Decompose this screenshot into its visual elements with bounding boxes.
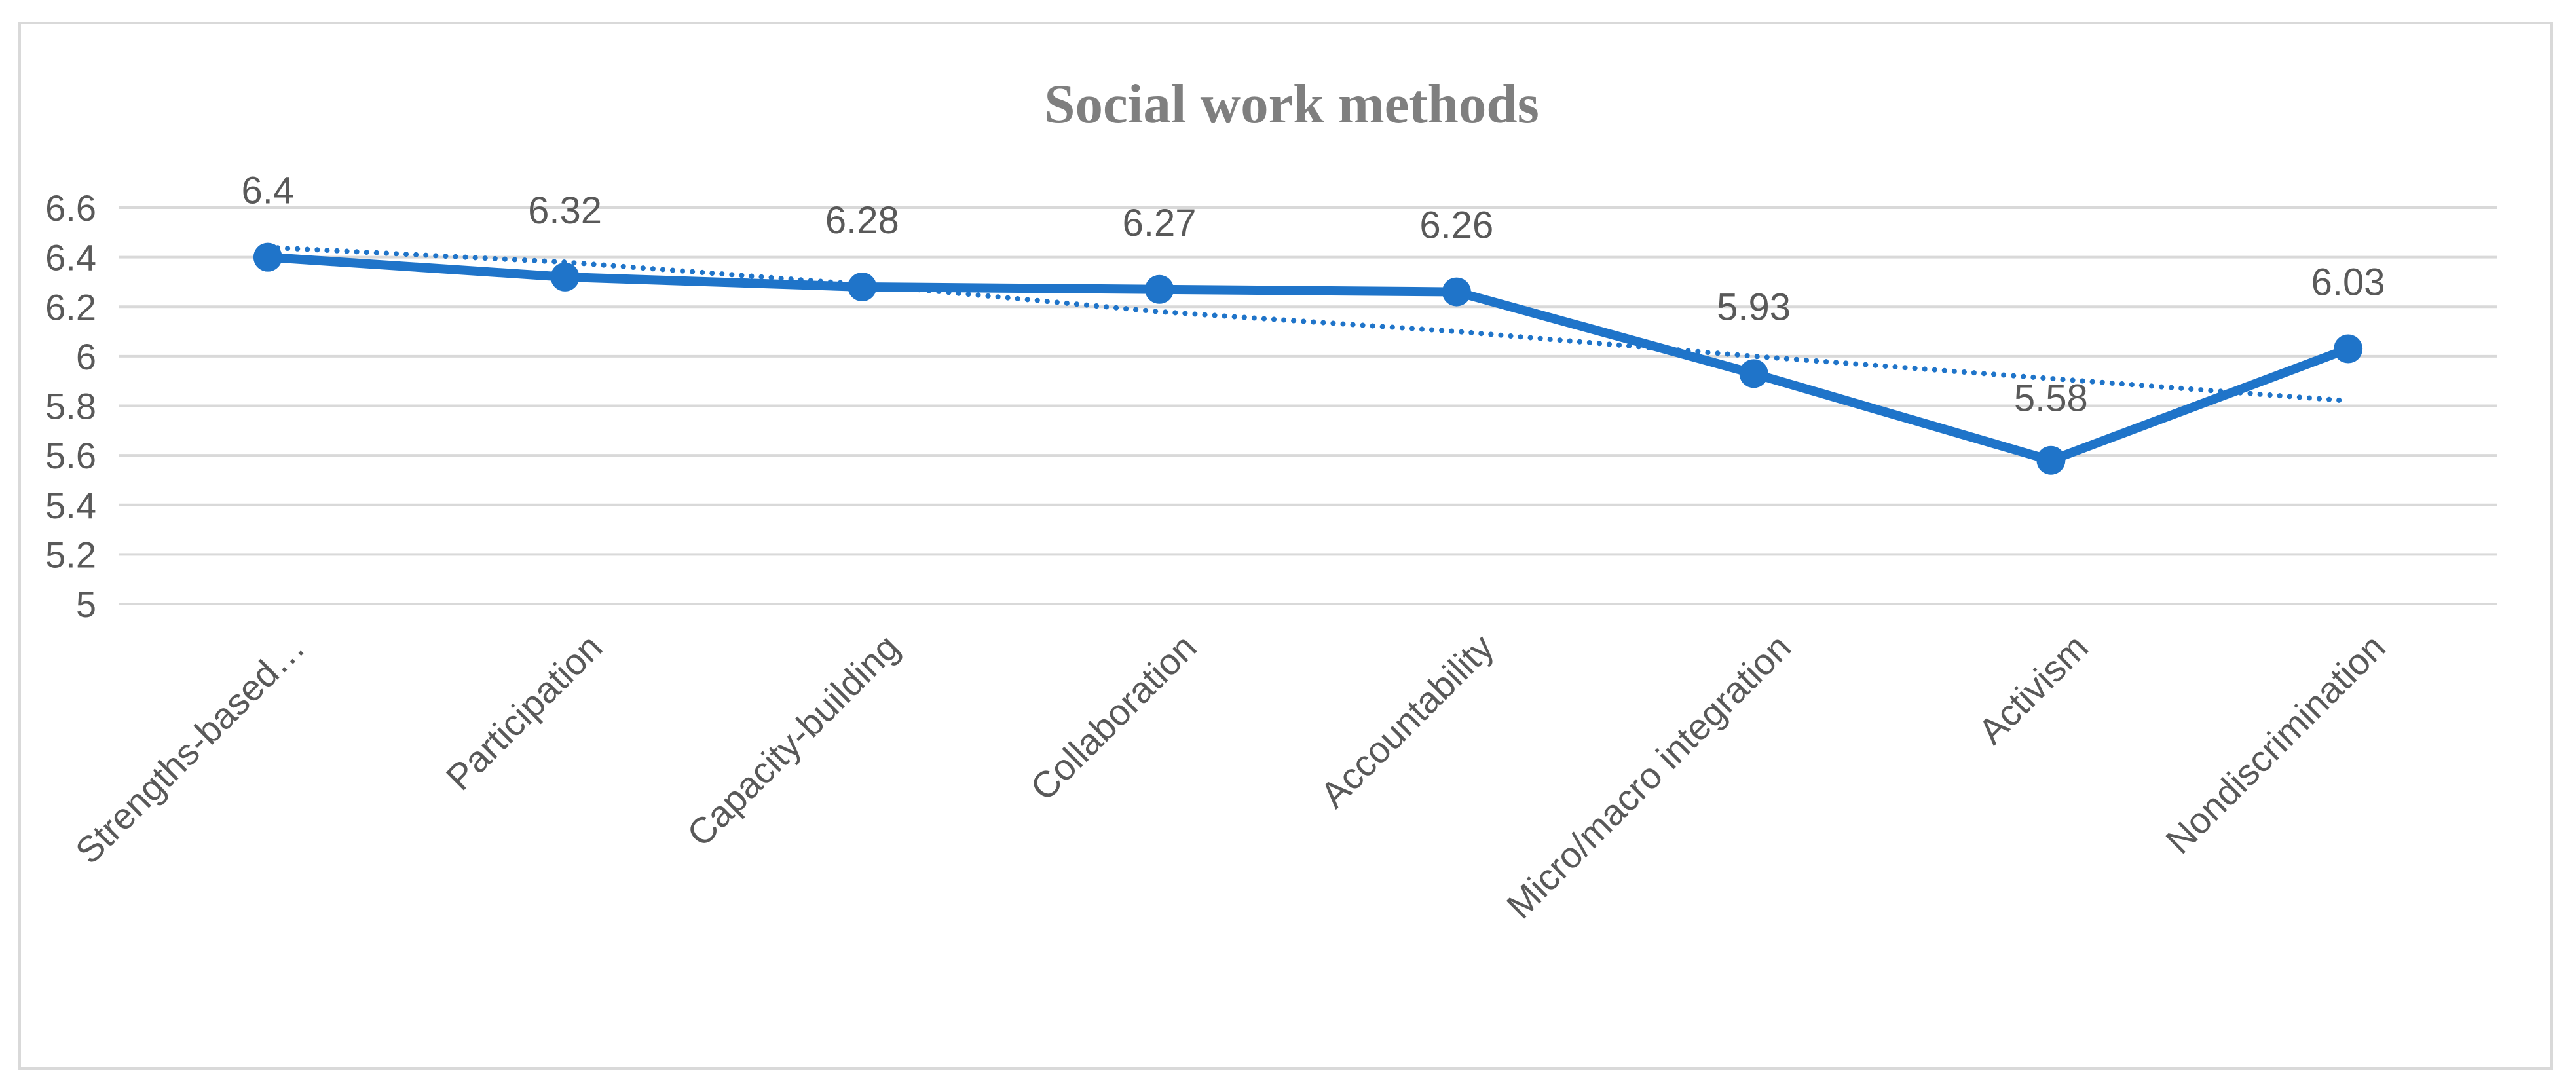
- data-label: 5.58: [2014, 377, 2088, 420]
- data-label: 6.03: [2311, 261, 2385, 304]
- x-tick-label: Participation: [438, 626, 610, 798]
- chart-title: Social work methods: [1044, 73, 1539, 135]
- data-point: [550, 262, 580, 292]
- data-labels: 6.4 6.32 6.28 6.27 6.26 5.93 5.58 6.03: [242, 170, 2385, 420]
- data-point: [1145, 274, 1174, 304]
- y-tick-label: 5.4: [45, 485, 96, 526]
- data-point: [253, 242, 282, 272]
- y-axis-ticks: 5 5.2 5.4 5.6 5.8 6 6.2 6.4 6.6: [45, 187, 96, 625]
- y-tick-label: 6: [76, 336, 96, 377]
- y-tick-label: 6.2: [45, 286, 96, 328]
- x-tick-label: Strengths-based…: [67, 626, 313, 872]
- gridlines: [119, 206, 2497, 605]
- x-axis-ticks: Strengths-based… Participation Capacity-bu…: [67, 626, 2393, 926]
- x-tick-label: Capacity-building: [679, 626, 907, 854]
- series-line: [263, 252, 2353, 465]
- x-tick-label: Micro/macro integration: [1499, 626, 1799, 926]
- y-tick-label: 5.6: [45, 435, 96, 476]
- data-point: [2334, 334, 2363, 364]
- x-tick-label: Collaboration: [1022, 626, 1204, 808]
- data-label: 6.32: [528, 189, 602, 232]
- data-point: [1739, 359, 1768, 388]
- data-point: [1442, 277, 1471, 307]
- y-tick-label: 6.4: [45, 237, 96, 278]
- data-label: 6.4: [242, 170, 295, 212]
- data-label: 6.28: [825, 199, 899, 242]
- data-label: 5.93: [1717, 286, 1791, 328]
- chart-frame: Social work methods 5 5.2 5.4 5.6 5.8 6 6.2 6.4…: [18, 22, 2553, 1070]
- series-layer: [253, 242, 2363, 475]
- y-tick-label: 5.2: [45, 534, 96, 575]
- y-tick-label: 5: [76, 584, 96, 625]
- x-tick-label: Activism: [1970, 626, 2096, 752]
- data-point: [2036, 445, 2066, 475]
- x-tick-label: Accountability: [1312, 626, 1501, 816]
- line-chart: Social work methods 5 5.2 5.4 5.6 5.8 6 6.2 6.4…: [45, 73, 2497, 926]
- x-tick-label: Nondiscrimination: [2157, 626, 2393, 861]
- data-label: 6.27: [1123, 202, 1197, 244]
- trendline: [265, 244, 2351, 404]
- y-tick-label: 5.8: [45, 386, 96, 427]
- y-tick-label: 6.6: [45, 187, 96, 229]
- data-point: [848, 273, 877, 301]
- data-label: 6.26: [1419, 204, 1493, 247]
